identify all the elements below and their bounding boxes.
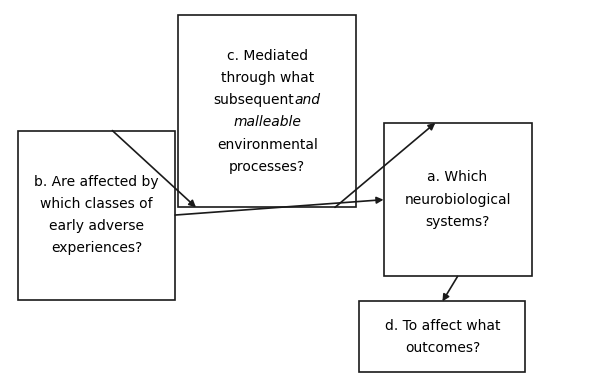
- Text: malleable: malleable: [233, 116, 301, 129]
- Text: environmental: environmental: [217, 138, 318, 152]
- Bar: [178, 15, 356, 207]
- Text: d. To affect what: d. To affect what: [385, 319, 500, 333]
- Bar: [18, 131, 175, 300]
- Text: c. Mediated: c. Mediated: [226, 49, 308, 63]
- Text: systems?: systems?: [425, 215, 490, 229]
- Bar: [384, 123, 532, 276]
- Text: and: and: [294, 93, 320, 107]
- Text: subsequent: subsequent: [214, 93, 294, 107]
- Text: a. Which: a. Which: [428, 170, 487, 184]
- Text: which classes of: which classes of: [40, 197, 153, 211]
- Text: neurobiological: neurobiological: [404, 193, 511, 207]
- Text: processes?: processes?: [229, 160, 306, 174]
- Text: through what: through what: [220, 71, 314, 85]
- Text: outcomes?: outcomes?: [405, 341, 480, 355]
- Text: early adverse: early adverse: [49, 219, 144, 233]
- Text: experiences?: experiences?: [51, 242, 143, 255]
- Text: b. Are affected by: b. Are affected by: [34, 175, 159, 189]
- Bar: [359, 301, 525, 372]
